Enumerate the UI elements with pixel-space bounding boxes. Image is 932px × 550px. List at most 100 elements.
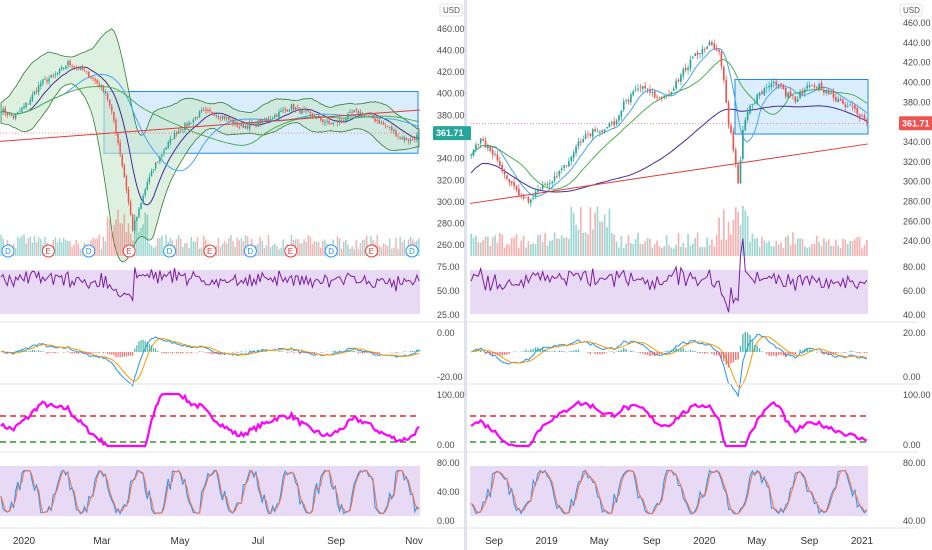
volume-bar <box>823 238 825 256</box>
candle-body <box>527 197 530 203</box>
indicator-line <box>0 392 420 448</box>
candle-body <box>508 178 511 183</box>
candle-body <box>632 91 635 96</box>
candle-body <box>246 125 249 129</box>
volume-bar <box>579 206 582 256</box>
volume-bar <box>720 239 723 256</box>
candle-body <box>606 126 608 129</box>
macd-histogram-bar <box>665 351 668 352</box>
macd-histogram-bar <box>756 345 758 352</box>
macd-histogram-bar <box>251 351 253 352</box>
indicator-line <box>0 469 420 515</box>
candle-body <box>192 119 195 123</box>
macd-histogram-bar <box>618 350 620 352</box>
macd-histogram-bar <box>35 351 38 352</box>
volume-bar <box>188 247 190 256</box>
candle-body <box>689 59 692 69</box>
volume-bar <box>238 240 240 256</box>
candle-body <box>44 79 46 80</box>
volume-bar <box>839 248 842 256</box>
volume-bar <box>192 241 195 256</box>
candle-body <box>205 109 207 111</box>
event-marker-label: D <box>86 247 92 256</box>
candle-body <box>100 85 103 87</box>
candle-body <box>675 80 677 89</box>
volume-bar <box>259 237 261 256</box>
candle-body <box>142 195 144 203</box>
candle-body <box>411 138 414 140</box>
candle-body <box>401 137 403 140</box>
candle-body <box>261 118 263 124</box>
macd-histogram-bar <box>751 340 754 352</box>
volume-bar <box>274 243 276 256</box>
macd-histogram-bar <box>675 347 677 352</box>
indicator-band <box>0 466 420 516</box>
macd-histogram-bar <box>138 341 140 352</box>
candle-body <box>644 85 647 89</box>
macd-histogram-bar <box>603 352 606 354</box>
volume-bar <box>730 234 732 256</box>
volume-bar <box>127 223 130 256</box>
candle-body <box>372 115 374 119</box>
volume-bar <box>496 242 499 256</box>
candle-body <box>8 113 11 115</box>
event-marker <box>324 244 338 258</box>
indicator-tick-label: 100.00 <box>437 390 465 400</box>
macd-histogram-bar <box>701 352 704 354</box>
indicator-line <box>470 238 868 313</box>
macd-histogram-bar <box>366 352 368 353</box>
macd-histogram-bar <box>303 352 305 353</box>
volume-bar <box>276 246 278 256</box>
macd-histogram-bar <box>33 350 36 352</box>
event-marker <box>41 244 55 258</box>
candle-body <box>60 67 63 70</box>
volume-bar <box>65 240 67 256</box>
macd-histogram-bar <box>334 350 336 352</box>
macd-histogram-bar <box>713 352 715 356</box>
macd-histogram-bar <box>842 352 844 353</box>
volume-bar <box>689 245 692 256</box>
volume-bar <box>694 238 697 256</box>
volume-bar <box>846 244 849 256</box>
indicator-line <box>471 336 867 389</box>
candle-body <box>568 161 570 167</box>
candle-body <box>393 129 395 131</box>
candle-body <box>808 85 811 87</box>
macd-histogram-bar <box>42 351 44 352</box>
macd-histogram-bar <box>320 352 322 353</box>
event-marker-label: D <box>328 247 334 256</box>
macd-histogram-bar <box>537 347 539 352</box>
macd-histogram-bar <box>720 352 723 360</box>
candle-body <box>753 102 756 104</box>
candle-body <box>625 100 627 101</box>
event-marker <box>82 244 96 258</box>
candle-body <box>271 118 274 119</box>
candle-body <box>98 84 100 87</box>
macd-histogram-bar <box>689 349 692 352</box>
candle-body <box>307 110 309 112</box>
candle-body <box>94 78 96 81</box>
volume-bar <box>818 241 820 256</box>
macd-histogram-bar <box>851 351 854 352</box>
macd-histogram-bar <box>19 350 21 352</box>
macd-histogram-bar <box>244 351 247 352</box>
volume-bar <box>501 234 504 256</box>
volume-bar <box>646 237 649 256</box>
price-tick-label: 280.00 <box>903 196 931 206</box>
macd-histogram-bar <box>201 351 203 352</box>
candle-body <box>27 103 29 105</box>
candle-body <box>79 66 82 70</box>
macd-histogram-bar <box>680 348 682 352</box>
volume-bar <box>353 248 355 256</box>
macd-histogram-bar <box>73 352 75 354</box>
candle-body <box>332 122 335 124</box>
x-tick-label: Nov <box>405 536 423 547</box>
volume-bar <box>641 244 644 256</box>
macd-histogram-bar <box>288 352 291 353</box>
candle-body <box>765 87 768 89</box>
macd-histogram-bar <box>75 352 77 354</box>
candle-body <box>827 90 830 95</box>
candle-body <box>739 160 742 184</box>
volume-bar <box>596 206 599 256</box>
indicator-line <box>0 336 420 387</box>
